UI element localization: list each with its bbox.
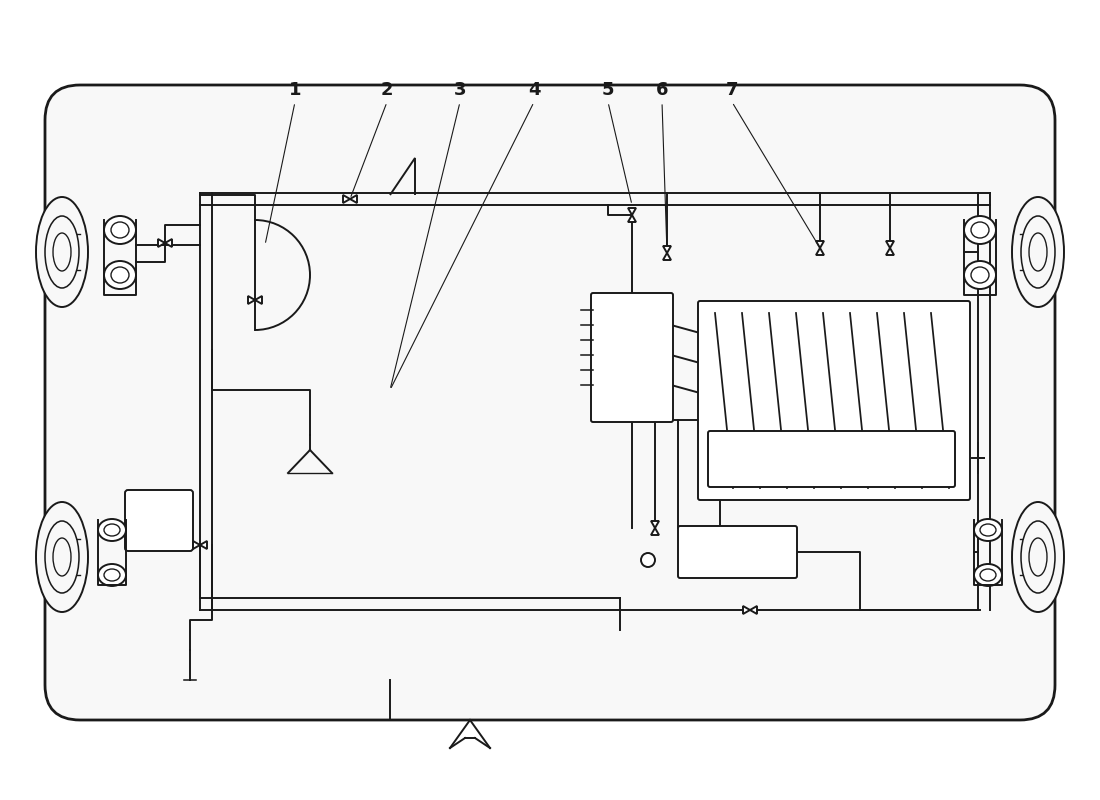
Polygon shape — [651, 521, 659, 528]
Polygon shape — [192, 541, 200, 549]
FancyBboxPatch shape — [678, 526, 798, 578]
Polygon shape — [750, 606, 757, 614]
Ellipse shape — [964, 216, 996, 244]
FancyBboxPatch shape — [45, 85, 1055, 720]
Ellipse shape — [1012, 197, 1064, 307]
Ellipse shape — [111, 222, 129, 238]
Ellipse shape — [36, 197, 88, 307]
Ellipse shape — [980, 524, 996, 536]
Ellipse shape — [980, 569, 996, 581]
Text: eurospares: eurospares — [97, 201, 273, 229]
FancyBboxPatch shape — [125, 490, 192, 551]
Ellipse shape — [45, 216, 79, 288]
Ellipse shape — [104, 261, 136, 289]
Polygon shape — [816, 241, 824, 248]
Ellipse shape — [1021, 216, 1055, 288]
Text: 4: 4 — [528, 81, 540, 99]
FancyBboxPatch shape — [698, 301, 970, 500]
Polygon shape — [165, 239, 172, 247]
Text: 2: 2 — [381, 81, 394, 99]
Polygon shape — [158, 239, 165, 247]
Polygon shape — [886, 241, 894, 248]
Polygon shape — [742, 606, 750, 614]
Polygon shape — [886, 248, 894, 255]
Ellipse shape — [45, 521, 79, 593]
Ellipse shape — [1028, 233, 1047, 271]
Ellipse shape — [971, 222, 989, 238]
Polygon shape — [255, 296, 262, 304]
Ellipse shape — [1021, 521, 1055, 593]
Text: 1: 1 — [288, 81, 301, 99]
Ellipse shape — [98, 564, 126, 586]
Circle shape — [641, 553, 654, 567]
Polygon shape — [350, 195, 358, 203]
Polygon shape — [816, 248, 824, 255]
Polygon shape — [200, 541, 207, 549]
Ellipse shape — [974, 564, 1002, 586]
Polygon shape — [663, 246, 671, 253]
Ellipse shape — [53, 538, 72, 576]
Ellipse shape — [111, 267, 129, 283]
FancyBboxPatch shape — [708, 431, 955, 487]
Polygon shape — [248, 296, 255, 304]
Text: eurospares: eurospares — [97, 541, 273, 569]
Text: 7: 7 — [726, 81, 738, 99]
Ellipse shape — [98, 519, 126, 541]
Ellipse shape — [974, 519, 1002, 541]
Text: 3: 3 — [453, 81, 466, 99]
Text: 5: 5 — [602, 81, 614, 99]
Ellipse shape — [1012, 502, 1064, 612]
Text: eurospares: eurospares — [532, 541, 707, 569]
Ellipse shape — [1028, 538, 1047, 576]
Ellipse shape — [104, 524, 120, 536]
Ellipse shape — [964, 261, 996, 289]
Polygon shape — [628, 208, 636, 215]
Polygon shape — [663, 253, 671, 260]
Polygon shape — [628, 215, 636, 222]
Ellipse shape — [36, 502, 88, 612]
Ellipse shape — [104, 569, 120, 581]
Polygon shape — [343, 195, 350, 203]
FancyBboxPatch shape — [591, 293, 673, 422]
Text: 6: 6 — [656, 81, 669, 99]
Ellipse shape — [104, 216, 136, 244]
Ellipse shape — [971, 267, 989, 283]
Polygon shape — [651, 528, 659, 535]
Ellipse shape — [53, 233, 72, 271]
Text: eurospares: eurospares — [532, 201, 707, 229]
